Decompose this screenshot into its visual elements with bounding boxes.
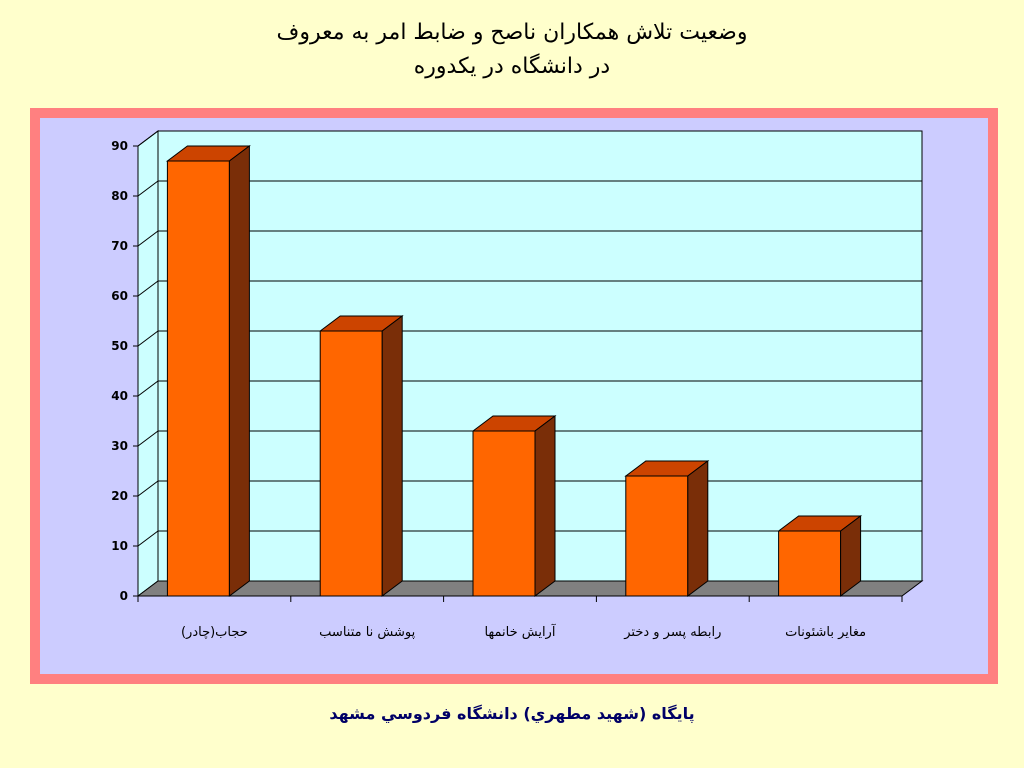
gridline-diagonal — [137, 130, 159, 147]
y-tick-label: 40 — [111, 389, 128, 403]
gridline-diagonal — [137, 380, 159, 397]
bar-side — [381, 315, 403, 597]
x-tick-label: رابطه پسر و دختر — [623, 625, 721, 640]
y-tick-label: 0 — [120, 589, 128, 603]
bar-front — [472, 430, 536, 597]
y-tick-label: 80 — [111, 189, 128, 203]
bar-side — [840, 515, 862, 597]
bar-front — [166, 160, 230, 597]
x-tick-label: آرايش خانمها — [485, 623, 557, 640]
gridline-diagonal — [137, 480, 159, 497]
bar-side — [687, 460, 709, 597]
chart-title-line-2: در دانشگاه در يکدوره — [413, 54, 611, 79]
y-tick-label: 70 — [111, 239, 128, 253]
y-tick-label: 30 — [111, 439, 128, 453]
chart-title: وضعيت تلاش همکاران ناصح و ضابط امر به مع… — [0, 16, 1024, 84]
chart-title-line-1: وضعيت تلاش همکاران ناصح و ضابط امر به مع… — [276, 20, 748, 45]
y-tick-label: 60 — [111, 289, 128, 303]
bar-front — [625, 475, 689, 597]
y-tick-label: 50 — [111, 339, 128, 353]
gridline-diagonal — [137, 430, 159, 447]
gridline-diagonal — [137, 180, 159, 197]
gridline-diagonal — [137, 330, 159, 347]
bar-side — [228, 145, 250, 597]
x-tick-label: حجاب(چادر) — [181, 625, 248, 640]
bar-front — [319, 330, 383, 597]
gridline-diagonal — [137, 230, 159, 247]
gridline-diagonal — [137, 280, 159, 297]
y-tick-label: 90 — [111, 139, 128, 153]
x-tick-label: پوشش نا متناسب — [319, 625, 415, 640]
y-tick-label: 20 — [111, 489, 128, 503]
y-tick-label: 10 — [111, 539, 128, 553]
source-footer: پايگاه (شهيد مطهري) دانشگاه فردوسي مشهد — [329, 704, 695, 723]
gridline-diagonal — [137, 530, 159, 547]
x-tick-label: مغاير باشئونات — [785, 625, 866, 640]
bar-front — [778, 530, 842, 597]
chart-side-wall — [137, 130, 159, 597]
bar-side — [534, 415, 556, 597]
